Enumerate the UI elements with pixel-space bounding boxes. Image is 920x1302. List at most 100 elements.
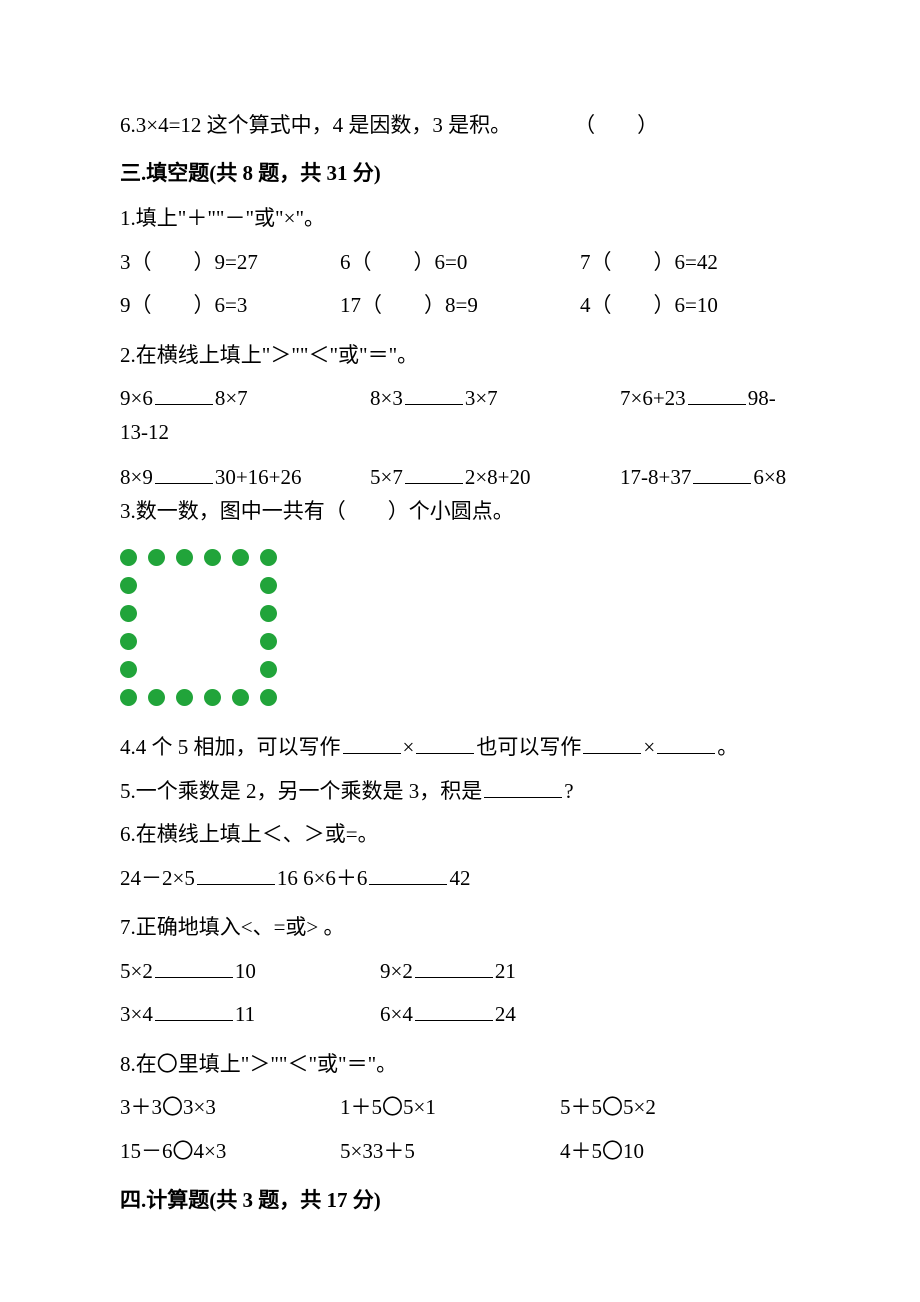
- q2-r2-a-r: 30+16+26: [215, 465, 302, 489]
- q7-r1-a: 5×210: [120, 956, 380, 988]
- q2-r2-a-l: 8×9: [120, 465, 153, 489]
- q8-stem: 8.在〇里填上"＞""＜"或"＝"。: [120, 1049, 800, 1081]
- q1-r2-c3: 4（ ）6=10: [580, 290, 718, 322]
- q8-r1-c3: 5＋5〇5×2: [560, 1092, 656, 1124]
- blank: [688, 383, 746, 405]
- dot-icon: [260, 661, 277, 678]
- q7-r1-a-l: 5×2: [120, 959, 153, 983]
- q7-r2-b-r: 24: [495, 1002, 516, 1026]
- q1-r1-c2: 6（ ）6=0: [340, 247, 580, 279]
- blank: [369, 863, 447, 885]
- dot-icon: [120, 605, 137, 622]
- q7-r1-b: 9×2 21: [380, 956, 516, 988]
- dot-row: [120, 689, 800, 706]
- dot-spacer: [176, 633, 193, 650]
- q8-row-2: 15－6〇4×3 5×33＋5 4＋5〇10: [120, 1136, 800, 1168]
- q1-stem: 1.填上"＋""－"或"×"。: [120, 203, 800, 235]
- dot-spacer: [148, 633, 165, 650]
- dot-spacer: [148, 577, 165, 594]
- q8-r2-c2: 5×33＋5: [340, 1136, 560, 1168]
- dot-icon: [176, 689, 193, 706]
- q2-r1-a-l: 9×6: [120, 386, 153, 410]
- q2-stem: 2.在横线上填上"＞""＜"或"＝"。: [120, 340, 800, 372]
- q6-a-r: 16: [277, 866, 298, 890]
- dot-icon: [260, 549, 277, 566]
- q2-r1-c-r: 98-: [748, 386, 776, 410]
- q7-r1-b-l: 9×2: [380, 959, 413, 983]
- blank: [405, 383, 463, 405]
- dot-spacer: [204, 605, 221, 622]
- q1-row-1: 3（ ）9=27 6（ ）6=0 7（ ）6=42: [120, 247, 800, 279]
- q2-r2-a: 8×9 30+16+26: [120, 462, 370, 494]
- q4-b: ×: [403, 735, 415, 759]
- q6-b-r: 42: [449, 866, 470, 890]
- q2-row-2: 8×930+16+26 5×72×8+20 17-8+376×8: [120, 462, 800, 494]
- q8-r2-c3: 4＋5〇10: [560, 1136, 644, 1168]
- dot-icon: [204, 549, 221, 566]
- dot-spacer: [232, 633, 249, 650]
- dot-icon: [232, 689, 249, 706]
- section-4-title: 四.计算题(共 3 题，共 17 分): [120, 1185, 800, 1217]
- q2-r2-c-l: 17-8+37: [620, 465, 691, 489]
- blank: [484, 776, 562, 798]
- q7-r2-a: 3×4 11: [120, 999, 380, 1031]
- dot-spacer: [176, 661, 193, 678]
- dot-row: [120, 549, 800, 566]
- dot-spacer: [148, 605, 165, 622]
- q2-r2-b-l: 5×7: [370, 465, 403, 489]
- q1-row-2: 9（ ）6=3 17（ ）8=9 4（ ）6=10: [120, 290, 800, 322]
- blank: [343, 732, 401, 754]
- dot-icon: [176, 549, 193, 566]
- q7-r2-a-l: 3×4: [120, 1002, 153, 1026]
- dot-icon: [120, 577, 137, 594]
- q6-a-l: 24－2×5: [120, 866, 195, 890]
- dot-spacer: [204, 633, 221, 650]
- dot-icon: [120, 633, 137, 650]
- q2-r2-b-r: 2×8+20: [465, 465, 531, 489]
- blank: [657, 732, 715, 754]
- dot-icon: [148, 689, 165, 706]
- q2-row-1: 9×6 8×7 8×33×7 7×6+23 98-: [120, 383, 800, 415]
- q4-e: 。: [717, 735, 738, 759]
- q4-d: ×: [643, 735, 655, 759]
- q5-a: 5.一个乘数是 2，另一个乘数是 3，积是: [120, 779, 482, 803]
- blank: [583, 732, 641, 754]
- dots-figure: [120, 549, 800, 706]
- q2-r1-c-l: 7×6+23: [620, 386, 686, 410]
- q8-r1-c2: 1＋5〇5×1: [340, 1092, 560, 1124]
- q7-row-1: 5×210 9×2 21: [120, 956, 800, 988]
- q4-a: 4.4 个 5 相加，可以写作: [120, 735, 341, 759]
- q7-r1-b-r: 21: [495, 959, 516, 983]
- q5-b: ?: [564, 779, 573, 803]
- q2-r1-b: 8×33×7: [370, 383, 620, 415]
- dot-icon: [260, 633, 277, 650]
- dot-spacer: [148, 661, 165, 678]
- dot-icon: [260, 689, 277, 706]
- dot-row: [120, 577, 800, 594]
- q2-r1-b-l: 8×3: [370, 386, 403, 410]
- dot-spacer: [232, 577, 249, 594]
- dot-spacer: [176, 577, 193, 594]
- q8-r1-c1: 3＋3〇3×3: [120, 1092, 340, 1124]
- blank: [155, 462, 213, 484]
- dot-spacer: [232, 661, 249, 678]
- q7-row-2: 3×411 6×424: [120, 999, 800, 1031]
- dot-row: [120, 605, 800, 622]
- blank: [155, 956, 233, 978]
- blank: [415, 999, 493, 1021]
- dot-spacer: [204, 661, 221, 678]
- dot-spacer: [176, 605, 193, 622]
- q7-r2-a-r: 11: [235, 1002, 255, 1026]
- dot-icon: [120, 661, 137, 678]
- q2-row-1-cont: 13-12: [120, 417, 800, 449]
- q2-r1-c: 7×6+23 98-: [620, 383, 776, 415]
- q7-stem: 7.正确地填入<、=或> 。: [120, 912, 800, 944]
- q1-r2-c2: 17（ ）8=9: [340, 290, 580, 322]
- q2-r1-a-r: 8×7: [215, 386, 248, 410]
- dot-icon: [148, 549, 165, 566]
- dot-icon: [260, 577, 277, 594]
- q2-r1-a: 9×6 8×7: [120, 383, 370, 415]
- q1-r1-c1: 3（ ）9=27: [120, 247, 340, 279]
- blank: [155, 999, 233, 1021]
- dot-icon: [260, 605, 277, 622]
